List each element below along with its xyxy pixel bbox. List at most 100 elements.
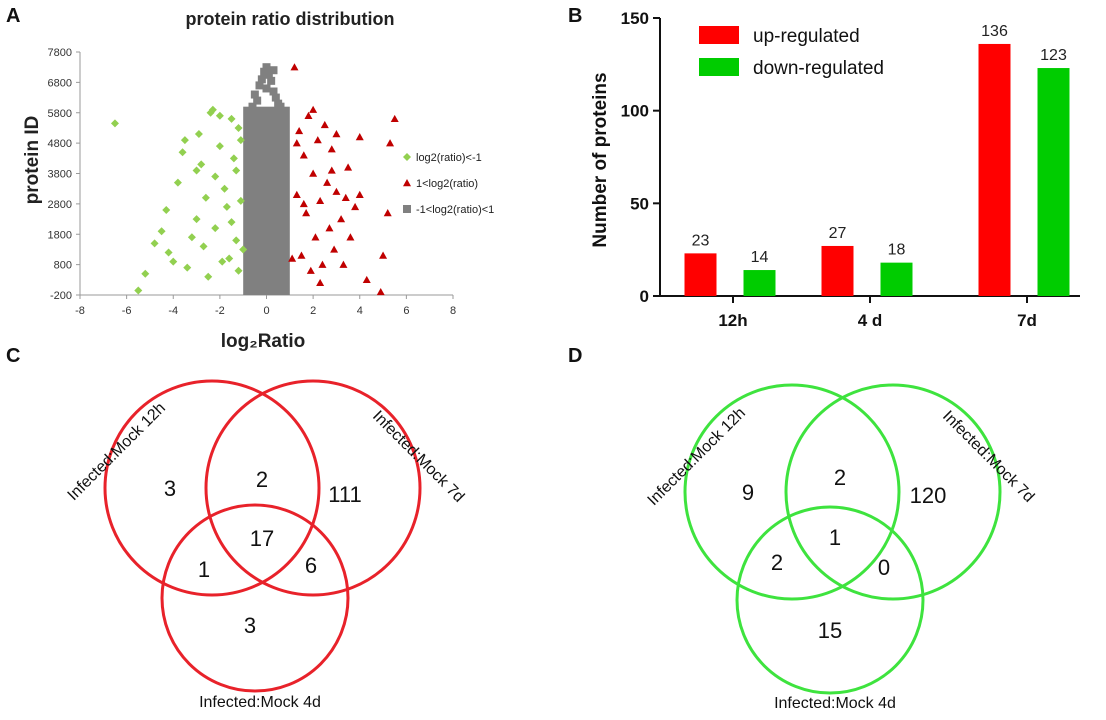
panel-letter-c: C [6, 345, 20, 367]
panel-a-title: protein ratio distribution [186, 9, 395, 29]
panel-b-legend-label: down-regulated [753, 58, 884, 79]
panel-a-point-triangle [323, 178, 332, 186]
panel-a-point-triangle [327, 145, 336, 153]
panel-a-point-square [253, 96, 262, 105]
panel-b-bar-down [880, 262, 913, 296]
panel-b-data-label: 136 [981, 23, 1008, 40]
panel-b-x-ticks: 12h 4 d 7d [718, 296, 1037, 330]
panel-a-point-square [269, 87, 278, 96]
panel-a-point-diamond [150, 239, 159, 248]
panel-a-point-diamond [236, 196, 245, 205]
panel-a-point-diamond [215, 111, 224, 120]
panel-a-point-triangle [292, 190, 301, 198]
panel-a-point-triangle [344, 163, 353, 171]
panel-a-point-triangle [355, 133, 364, 141]
panel-a-y-tick-label: 1800 [48, 229, 72, 241]
panel-a-y-tick-label: 800 [54, 260, 72, 272]
panel-a-point-diamond [239, 245, 248, 254]
panel-a-point-diamond [192, 215, 201, 224]
panel-letter-d: D [568, 345, 582, 367]
panel-a: A protein ratio distribution -200 800 1800… [6, 5, 494, 352]
panel-c: C 3 2 111 1 17 6 3 Infected:Mock 12h Inf… [6, 345, 467, 711]
panel-a-point-diamond [183, 263, 192, 272]
venn-c-12h-4d: 1 [198, 557, 210, 582]
panel-a-point-diamond [220, 184, 229, 193]
panel-b-data-label: 23 [692, 232, 710, 249]
panel-a-point-square [267, 76, 276, 85]
panel-d: D 9 2 120 2 1 0 15 Infected:Mock 12h Inf… [568, 345, 1037, 712]
panel-a-point-diamond [211, 172, 220, 181]
panel-a-point-triangle [386, 139, 395, 147]
panel-letter-a: A [6, 5, 20, 27]
panel-b-data-labels: 23 14 27 18 136 123 [692, 23, 1067, 266]
panel-a-legend-label: log2(ratio)<-1 [416, 152, 482, 164]
panel-b-x-tick-label: 7d [1017, 311, 1037, 330]
panel-b-bar-down [743, 270, 776, 296]
venn-d-only-4d: 15 [818, 618, 842, 643]
panel-a-legend-label: -1<log2(ratio)<1 [416, 204, 494, 216]
panel-a-point-diamond [227, 218, 236, 227]
panel-a-point-diamond [232, 236, 241, 245]
panel-a-point-triangle [376, 287, 385, 296]
panel-a-point-diamond [192, 166, 201, 175]
panel-a-point-triangle [325, 224, 334, 232]
panel-a-point-triangle [297, 251, 306, 259]
panel-b-legend-label: up-regulated [753, 26, 860, 47]
panel-a-point-triangle [330, 245, 339, 253]
panel-a-point-diamond [110, 119, 119, 128]
panel-a-y-tick-label: 7800 [48, 47, 72, 59]
panel-a-point-triangle [337, 215, 346, 223]
panel-a-x-tick-label: -6 [122, 305, 132, 317]
panel-b-bar-up [684, 253, 717, 296]
venn-c-only-12h: 3 [164, 476, 176, 501]
panel-a-point-triangle [318, 260, 327, 268]
panel-a-point-diamond [164, 248, 173, 257]
venn-d-only-12h: 9 [742, 480, 754, 505]
panel-a-ylabel: protein ID [22, 116, 43, 205]
panel-a-point-diamond [236, 136, 245, 145]
panel-b-y-tick-label: 150 [621, 9, 649, 28]
panel-a-point-triangle [351, 202, 360, 211]
panel-a-legend-marker [403, 205, 411, 213]
panel-a-point-diamond [201, 193, 210, 202]
venn-c-12h-7d: 2 [256, 467, 268, 492]
panel-a-y-ticks: -200 800 1800 2800 3800 4800 5800 6800 7800 [48, 47, 80, 302]
panel-a-legend-marker [403, 153, 411, 161]
panel-a-point-square [271, 93, 280, 102]
venn-c-circle-4d [160, 503, 350, 693]
venn-c-only-4d: 3 [244, 613, 256, 638]
panel-b-legend-swatch [699, 58, 739, 76]
panel-a-y-tick-label: 4800 [48, 138, 72, 150]
panel-a-point-triangle [390, 114, 399, 123]
venn-d-12h-4d: 2 [771, 550, 783, 575]
panel-a-point-triangle [309, 169, 318, 177]
venn-c-circle-7d [204, 379, 422, 597]
panel-a-x-tick-label: -2 [215, 305, 225, 317]
panel-a-point-diamond [225, 254, 234, 263]
panel-a-y-tick-label: 2800 [48, 199, 72, 211]
panel-a-point-triangle [311, 233, 320, 241]
panel-a-point-diamond [227, 114, 236, 123]
panel-a-x-tick-label: -4 [168, 305, 178, 317]
panel-a-point-triangle [320, 120, 329, 129]
panel-a-point-triangle [355, 190, 364, 198]
venn-d-all: 1 [829, 525, 841, 550]
venn-c-7d-4d: 6 [305, 553, 317, 578]
venn-d-12h-7d: 2 [834, 465, 846, 490]
panel-a-point-square [257, 75, 266, 84]
panel-a-point-diamond [215, 142, 224, 151]
panel-a-point-diamond [157, 227, 166, 236]
panel-a-point-diamond [208, 105, 217, 114]
venn-d-label-12h: Infected:Mock 12h [645, 405, 749, 509]
panel-a-point-square [276, 102, 285, 111]
panel-a-x-tick-label: 2 [310, 305, 316, 317]
panel-a-point-diamond [162, 205, 171, 214]
panel-a-legend-label: 1<log2(ratio) [416, 178, 478, 190]
panel-a-point-triangle [295, 126, 304, 135]
panel-a-point-diamond [180, 136, 189, 145]
panel-a-point-triangle [332, 187, 341, 195]
panel-a-point-triangle [383, 208, 392, 217]
panel-a-point-triangle [313, 136, 322, 144]
